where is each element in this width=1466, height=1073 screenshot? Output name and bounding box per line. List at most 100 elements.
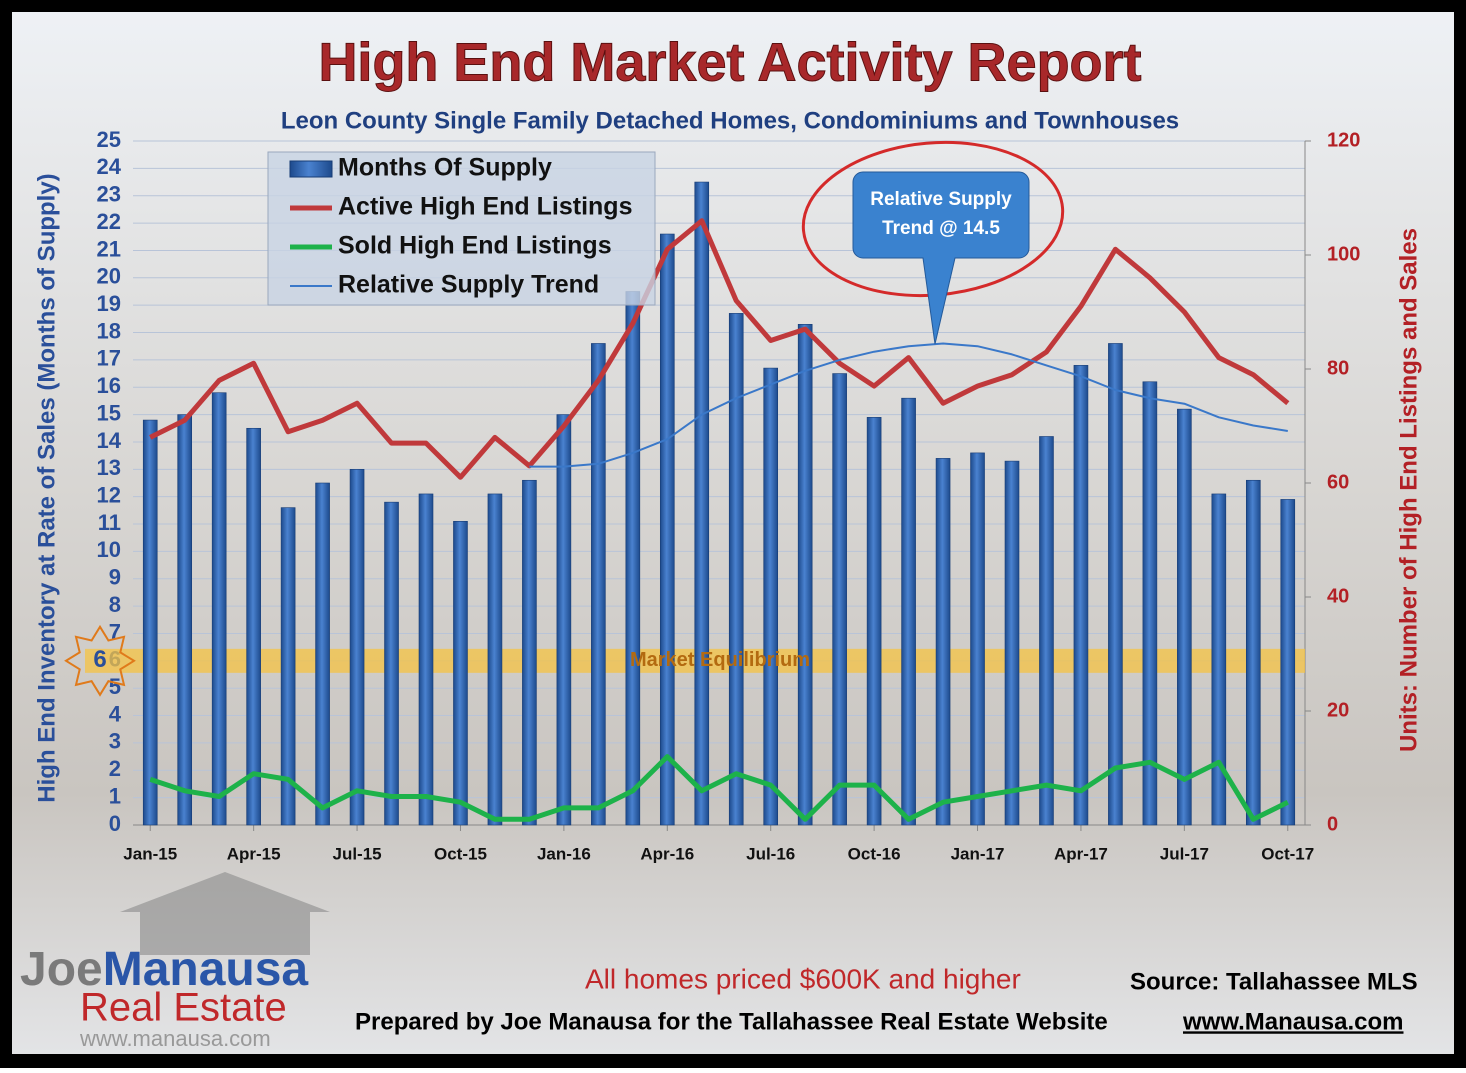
y-tick-label: 24 xyxy=(97,154,122,179)
bar xyxy=(1073,365,1089,826)
plot: 0123456789101112131415161718192021222324… xyxy=(64,127,1360,863)
bar xyxy=(832,373,847,826)
y-tick-label: 25 xyxy=(97,127,121,152)
y-tick-label: 10 xyxy=(97,537,121,562)
equilibrium-label: Market Equilibrium xyxy=(630,649,810,671)
y-tick-label: 20 xyxy=(97,264,121,289)
bar xyxy=(177,414,193,826)
bar xyxy=(1280,499,1296,826)
bar xyxy=(1177,408,1192,826)
y2-tick-label: 20 xyxy=(1327,699,1349,721)
y-tick-label: 14 xyxy=(97,428,122,453)
y-tick-label: 12 xyxy=(97,482,121,507)
x-tick-label: Jul-15 xyxy=(332,844,381,863)
bar xyxy=(591,343,606,826)
callout-text: Trend @ 14.5 xyxy=(882,218,1000,239)
x-tick-label: Jul-16 xyxy=(746,844,795,863)
bar xyxy=(901,397,916,826)
y-tick-label: 11 xyxy=(98,510,121,535)
y-tick-label: 22 xyxy=(97,209,121,234)
y-tick-label: 4 xyxy=(109,701,122,726)
y-tick-label: 17 xyxy=(97,346,121,371)
bar xyxy=(418,493,434,826)
bar xyxy=(315,482,330,826)
bar xyxy=(1108,343,1123,826)
y2-axis-label: Units: Number of High End Listings and S… xyxy=(1395,228,1422,752)
legend-label: Sold High End Listings xyxy=(338,232,612,260)
bar xyxy=(280,507,296,826)
price-note: All homes priced $600K and higher xyxy=(585,963,1021,994)
x-tick-label: Jan-15 xyxy=(123,844,177,863)
bar xyxy=(487,493,503,826)
y-tick-label: 16 xyxy=(97,373,121,398)
bar xyxy=(970,452,985,826)
y-tick-label: 5 xyxy=(109,674,121,699)
chart-title: High End Market Activity Report xyxy=(318,32,1141,92)
x-tick-label: Jul-17 xyxy=(1160,844,1209,863)
x-tick-label: Jan-17 xyxy=(951,844,1005,863)
logo-last: Manausa xyxy=(103,943,309,996)
line xyxy=(149,218,1290,480)
x-tick-label: Apr-16 xyxy=(640,844,694,863)
bar xyxy=(659,233,675,826)
bar xyxy=(1039,436,1054,826)
bar xyxy=(522,479,537,826)
bar xyxy=(935,458,951,826)
subtitle: Leon County Single Family Detached Homes… xyxy=(281,107,1179,134)
y2-tick-label: 0 xyxy=(1327,813,1338,835)
y-tick-label: 19 xyxy=(97,291,121,316)
x-tick-label: Oct-16 xyxy=(848,844,901,863)
y-tick-label: 18 xyxy=(97,318,121,343)
source: Source: Tallahassee MLS xyxy=(1130,968,1418,995)
bar xyxy=(556,414,572,826)
equilibrium-value: 6 xyxy=(93,646,106,673)
bar xyxy=(142,419,158,826)
y-tick-label: 1 xyxy=(109,783,121,808)
website: www.Manausa.com xyxy=(1182,1008,1404,1035)
y2-tick-label: 100 xyxy=(1327,243,1360,265)
legend-label: Active High End Listings xyxy=(338,193,632,221)
x-tick-label: Oct-15 xyxy=(434,844,487,863)
legend-label: Months Of Supply xyxy=(338,154,552,182)
logo-name: JoeManausa xyxy=(20,943,308,996)
bar xyxy=(246,427,261,826)
legend-label: Relative Supply Trend xyxy=(338,271,599,299)
logo-first: Joe xyxy=(20,943,103,996)
y-tick-label: 15 xyxy=(97,400,121,425)
x-tick-label: Jan-16 xyxy=(537,844,591,863)
bar xyxy=(453,521,468,826)
y-tick-label: 13 xyxy=(97,455,121,480)
x-tick-label: Oct-17 xyxy=(1261,844,1314,863)
bar xyxy=(1142,381,1158,826)
prepared-by: Prepared by Joe Manausa for the Tallahas… xyxy=(355,1008,1108,1035)
y2-tick-label: 120 xyxy=(1327,129,1360,151)
bar xyxy=(1211,493,1227,826)
equilibrium-star xyxy=(64,624,136,697)
bar xyxy=(384,501,399,826)
bar xyxy=(1004,460,1020,826)
bar xyxy=(797,324,813,826)
y-tick-label: 2 xyxy=(109,756,121,781)
y2-tick-label: 80 xyxy=(1327,357,1349,379)
y-tick-label: 0 xyxy=(109,811,121,836)
x-tick-label: Apr-15 xyxy=(227,844,281,863)
bar xyxy=(694,181,710,826)
y-tick-label: 9 xyxy=(109,565,121,590)
y-tick-label: 3 xyxy=(109,729,121,754)
logo-line2: Real Estate xyxy=(80,986,287,1030)
callout-text: Relative Supply xyxy=(870,189,1012,210)
bar xyxy=(866,417,882,826)
logo-house xyxy=(120,872,330,955)
bar xyxy=(763,367,779,826)
logo: JoeManausa Real Estate www.manausa.com xyxy=(20,872,330,1051)
y-axis-label: High End Inventory at Rate of Sales (Mon… xyxy=(33,173,60,802)
bar xyxy=(211,392,227,826)
bar xyxy=(728,313,744,826)
bar xyxy=(625,291,641,826)
y2-tick-label: 40 xyxy=(1327,585,1349,607)
line xyxy=(149,754,1289,822)
y-tick-label: 21 xyxy=(97,236,121,261)
y-tick-label: 8 xyxy=(109,592,121,617)
legend-swatch xyxy=(289,160,333,178)
